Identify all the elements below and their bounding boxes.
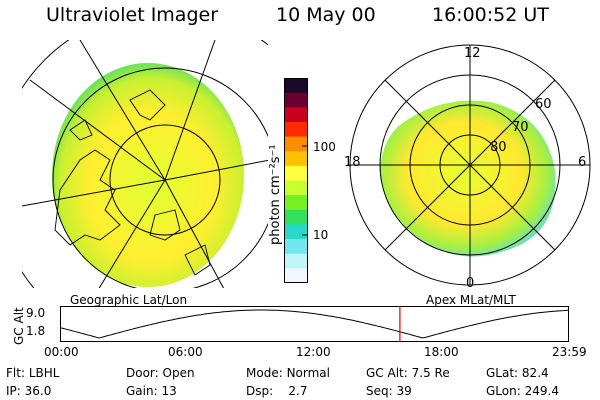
info-gc-alt: GC Alt: 7.5 Re — [366, 366, 450, 380]
magnetic-caption: Apex MLat/MLT — [426, 293, 516, 307]
geo-grid — [22, 40, 268, 288]
xtick-2359: 23:59 — [552, 345, 587, 359]
xtick-0600: 06:00 — [168, 345, 203, 359]
info-glat: GLat: 82.4 — [486, 366, 549, 380]
xtick-1200: 12:00 — [296, 345, 331, 359]
info-mode: Mode: Normal — [246, 366, 330, 380]
colorbar-stripe — [284, 151, 308, 167]
info-gain: Gain: 13 — [126, 384, 177, 398]
date-label: 10 May 00 — [276, 4, 376, 26]
colorbar-stripe — [284, 268, 308, 283]
geographic-caption: Geographic Lat/Lon — [70, 293, 188, 307]
colorbar-stripe — [284, 165, 308, 181]
colorbar-stripe — [284, 209, 308, 225]
colorbar-stripe — [284, 224, 308, 240]
info-ip: IP: 36.0 — [6, 384, 52, 398]
colorbar-stripe — [284, 180, 308, 196]
colorbar-stripe — [284, 195, 308, 211]
colorbar-tick-100: 100 — [313, 140, 336, 154]
colorbar-tick-10: 10 — [313, 228, 329, 242]
colorbar-stripe — [284, 136, 308, 152]
coastline — [54, 89, 211, 276]
colorbar-stripe — [284, 92, 308, 108]
colorbar-stripe — [284, 78, 308, 94]
mlt-label-6: 6 — [578, 155, 587, 170]
magnetic-polar-plot — [349, 44, 591, 286]
mlt-label-12: 12 — [464, 46, 481, 61]
mlt-label-18: 18 — [344, 155, 361, 170]
info-door: Door: Open — [126, 366, 195, 380]
colorbar-stripe — [284, 253, 308, 269]
altitude-ytick-high: 9.0 — [26, 306, 46, 320]
colorbar-stripe — [284, 121, 308, 138]
colorbar-stripe — [284, 239, 308, 255]
polar-grid — [349, 44, 591, 286]
altitude-curve — [60, 309, 570, 339]
color-bar — [284, 78, 308, 283]
xtick-0000: 00:00 — [44, 345, 79, 359]
altitude-ytick-low: 1.8 — [26, 324, 46, 338]
altitude-plot — [60, 306, 570, 342]
altitude-ylabel: GC Alt — [12, 307, 26, 345]
info-dsp: Dsp: 2.7 — [246, 384, 308, 398]
lat-label-70: 70 — [512, 120, 529, 135]
instrument-title: Ultraviolet Imager — [46, 4, 219, 26]
colorbar-stripe — [284, 107, 308, 123]
aurora-oval-geo — [52, 63, 244, 287]
colorbar-unit-label: photon cm⁻²s⁻¹ — [268, 144, 283, 245]
geographic-image — [22, 40, 268, 288]
mlt-label-0: 0 — [466, 276, 475, 291]
lat-label-80: 80 — [490, 140, 507, 155]
info-flt: Flt: LBHL — [6, 366, 60, 380]
info-seq: Seq: 39 — [366, 384, 412, 398]
aurora-oval-mag — [380, 100, 556, 257]
xtick-1800: 18:00 — [424, 345, 459, 359]
time-label: 16:00:52 UT — [432, 4, 549, 26]
info-glon: GLon: 249.4 — [486, 384, 559, 398]
lat-label-60: 60 — [535, 97, 552, 112]
